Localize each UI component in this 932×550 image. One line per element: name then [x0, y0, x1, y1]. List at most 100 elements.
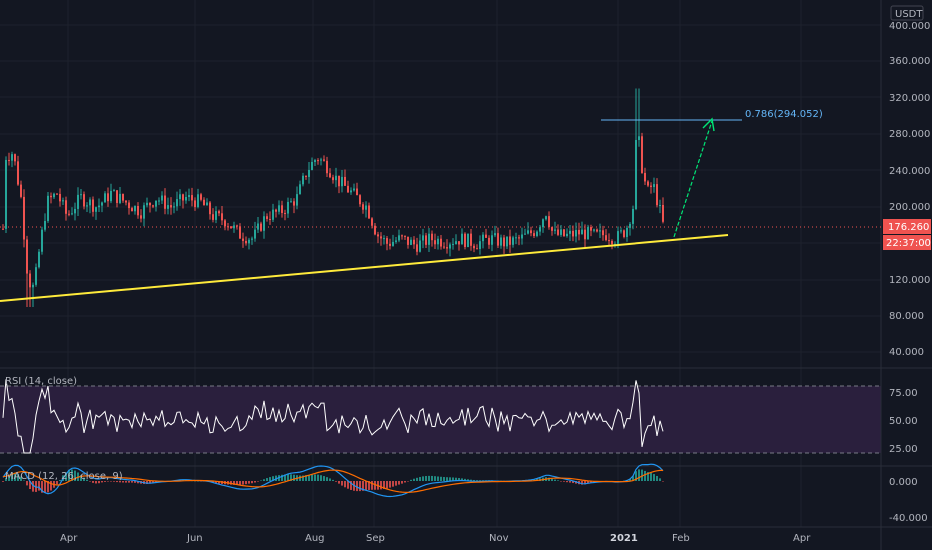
candle-body — [560, 229, 562, 235]
candle-body — [347, 185, 349, 193]
macd-histogram-bar — [641, 469, 643, 481]
macd-histogram-bar — [341, 481, 343, 486]
candle-body — [320, 159, 322, 161]
macd-pane-label[interactable]: MACD (12, 26, close, 9) — [5, 471, 123, 482]
candle-body — [377, 234, 379, 237]
macd-histogram-bar — [662, 481, 664, 482]
candle-body — [80, 194, 82, 196]
macd-histogram-bar — [122, 481, 124, 483]
macd-histogram-bar — [56, 481, 58, 485]
macd-axis[interactable]: 0.000 -40.000 — [889, 477, 928, 524]
candle-body — [29, 273, 31, 288]
candle-body — [503, 237, 505, 247]
candle-body — [338, 175, 340, 187]
macd-histogram-bar — [386, 481, 388, 489]
rsi-pane-label[interactable]: RSI (14, close) — [5, 376, 77, 387]
macd-histogram-bar — [644, 470, 646, 481]
candle-body — [647, 181, 649, 186]
candle-body — [530, 230, 532, 234]
macd-histogram-bar — [581, 481, 583, 485]
macd-histogram-bar — [200, 481, 202, 482]
macd-histogram-bar — [371, 481, 373, 490]
countdown-value: 22:37:00 — [886, 238, 931, 249]
candle-body — [218, 211, 220, 214]
candle-body — [611, 240, 613, 245]
macd-histogram-bar — [20, 476, 22, 481]
candle-body — [641, 136, 643, 173]
candle-body — [230, 226, 232, 229]
macd-histogram-bar — [572, 481, 574, 484]
macd-histogram-bar — [149, 481, 151, 484]
macd-tick-0: 0.000 — [889, 477, 918, 488]
macd-histogram-bar — [236, 481, 238, 486]
macd-histogram-bar — [308, 474, 310, 481]
candle-body — [206, 202, 208, 206]
macd-histogram-bar — [560, 481, 562, 482]
candle-body — [113, 190, 115, 192]
macd-histogram-bar — [335, 481, 337, 482]
macd-histogram-bar — [359, 481, 361, 492]
macd-histogram-bar — [455, 477, 457, 481]
projection-arrow-line[interactable] — [673, 120, 713, 238]
candle-body — [191, 195, 193, 201]
candle-body — [416, 244, 418, 252]
candle-body — [545, 216, 547, 220]
candle-body — [353, 188, 355, 191]
candle-body — [302, 175, 304, 185]
candle-body — [599, 230, 601, 232]
macd-histogram-bar — [653, 474, 655, 481]
currency-badge[interactable] — [890, 5, 924, 21]
macd-histogram-bar — [23, 480, 25, 481]
candle-body — [629, 223, 631, 228]
macd-histogram-bar — [422, 476, 424, 481]
time-label-apr: Apr — [60, 533, 78, 544]
macd-histogram-bar — [110, 481, 112, 482]
candle-body — [470, 233, 472, 246]
candle-body — [296, 194, 298, 206]
candle-body — [419, 240, 421, 252]
macd-histogram-bar — [137, 481, 139, 484]
macd-histogram-bar — [434, 476, 436, 481]
candle-body — [14, 154, 16, 162]
candle-body — [158, 200, 160, 202]
macd-histogram-bar — [407, 481, 409, 482]
macd-histogram-bar — [470, 479, 472, 481]
support-trendline[interactable] — [0, 234, 729, 302]
currency-label: USDT — [895, 9, 923, 20]
candle-body — [77, 194, 79, 209]
macd-histogram-bar — [293, 474, 295, 481]
candlestick-series — [2, 88, 664, 308]
macd-histogram-bar — [365, 481, 367, 491]
candle-body — [383, 238, 385, 240]
candle-body — [602, 230, 604, 236]
candle-body — [491, 235, 493, 245]
macd-histogram-bar — [194, 480, 196, 482]
time-label-2021: 2021 — [610, 533, 638, 544]
candle-body — [149, 202, 151, 206]
time-axis[interactable]: Apr Jun Aug Sep Nov 2021 Feb Apr — [60, 533, 811, 544]
candle-body — [11, 154, 13, 161]
rsi-axis[interactable]: 75.00 50.00 25.00 — [889, 388, 918, 455]
macd-histogram-bar — [281, 474, 283, 481]
macd-histogram-bar — [443, 477, 445, 481]
candle-body — [50, 195, 52, 198]
candle-body — [35, 267, 37, 285]
candle-body — [659, 205, 661, 207]
candle-body — [248, 239, 250, 244]
candle-body — [359, 195, 361, 205]
candle-body — [488, 237, 490, 245]
candle-body — [533, 233, 535, 236]
candle-body — [173, 206, 175, 208]
candle-body — [143, 205, 145, 219]
macd-histogram-bar — [458, 478, 460, 481]
price-axis[interactable]: USDT 400.000 360.000 320.000 280.000 240… — [883, 5, 931, 358]
macd-histogram-bar — [74, 470, 76, 481]
macd-histogram-bar — [476, 480, 478, 481]
candle-body — [137, 206, 139, 216]
candle-body — [584, 229, 586, 240]
candle-body — [194, 200, 196, 208]
candle-body — [2, 228, 4, 230]
macd-tick-neg40: -40.000 — [889, 513, 928, 524]
candle-body — [608, 240, 610, 242]
